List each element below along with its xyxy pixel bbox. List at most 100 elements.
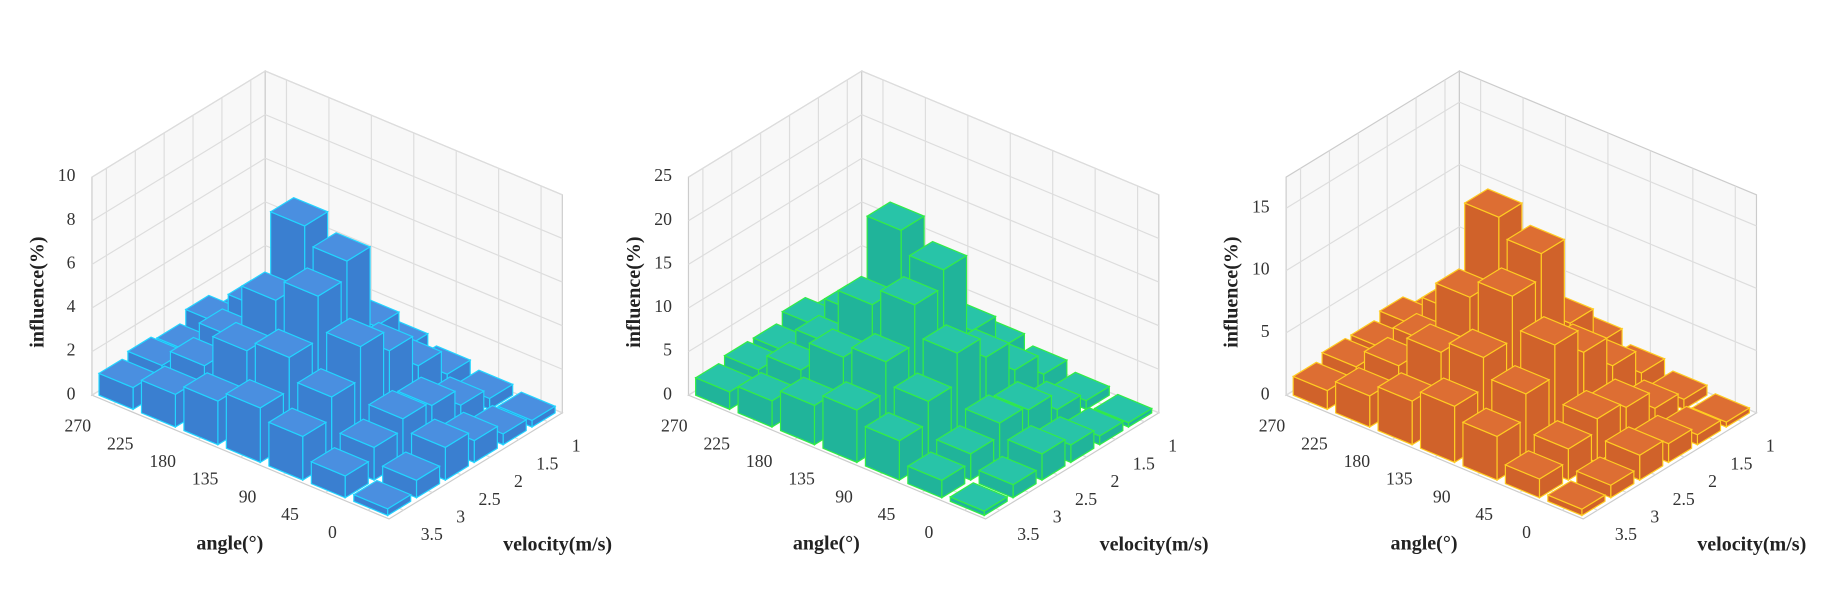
bar: [977, 455, 1038, 499]
grid-line: [1285, 163, 1757, 289]
x-tick-label: 45: [878, 504, 896, 524]
x-axis-title: angle(°): [1391, 533, 1458, 555]
bar-top: [381, 451, 441, 481]
bar-top: [1419, 377, 1479, 407]
bar: [1419, 377, 1479, 464]
y-tick-label: 1: [1168, 436, 1177, 456]
bar-top: [1006, 424, 1067, 455]
y-tick-label: 2.5: [1075, 489, 1097, 509]
bar-top: [1476, 267, 1537, 297]
x-tick-label: 90: [835, 486, 853, 506]
y-axis-title: velocity(m/s): [1100, 534, 1209, 556]
bar-top: [921, 324, 982, 354]
x-tick-label: 135: [192, 469, 219, 489]
x-tick-label: 0: [925, 522, 934, 542]
bar: [906, 451, 967, 499]
bar-top: [1490, 364, 1551, 395]
z-axis-title: influence(%): [26, 236, 48, 347]
bar-top: [864, 411, 924, 442]
bar-top: [1546, 480, 1607, 510]
grid-line: [1285, 101, 1757, 227]
y-tick-label: 1: [1766, 436, 1775, 456]
z-tick-label: 15: [654, 252, 672, 272]
y-tick-label: 1: [572, 436, 581, 456]
bar-top: [311, 232, 372, 262]
z-tick-label: 0: [1261, 383, 1270, 403]
z-tick-label: 10: [654, 296, 672, 316]
x-tick-label: 180: [746, 451, 773, 471]
grid-line: [688, 201, 1160, 327]
bar-top: [850, 332, 911, 363]
bar-top: [1093, 393, 1154, 424]
z-tick-label: 4: [67, 296, 76, 316]
bar-top: [1561, 389, 1622, 420]
bar-top: [410, 418, 470, 449]
bar-top: [993, 380, 1053, 411]
z-tick-label: 15: [1252, 196, 1270, 216]
grid-line: [688, 157, 1160, 283]
x-tick-label: 135: [788, 469, 815, 489]
y-tick-label: 3.5: [1615, 524, 1637, 544]
bar-top: [282, 267, 343, 297]
bar-top: [496, 391, 557, 422]
bar-top: [935, 424, 995, 455]
z-tick-label: 10: [58, 165, 76, 185]
y-tick-label: 1.5: [1133, 453, 1155, 473]
y-tick-label: 2.5: [1673, 489, 1695, 509]
x-tick-label: 90: [239, 486, 257, 506]
bar-top: [977, 455, 1038, 486]
y-tick-label: 3.5: [1017, 524, 1039, 544]
y-tick-label: 3: [1650, 506, 1659, 526]
z-tick-label: 10: [1252, 259, 1270, 279]
bar-top: [367, 389, 428, 420]
panel: 0 5 10 15 20 25 influence(%) 0 45 90 135 180 225 270 3…: [623, 69, 1209, 556]
y-tick-label: 2: [514, 471, 523, 491]
z-tick-label: 5: [1261, 321, 1270, 341]
bar-top: [1504, 450, 1564, 480]
z-tick-label: 0: [67, 383, 76, 403]
x-tick-label: 0: [1522, 522, 1531, 542]
bar-top: [352, 479, 413, 510]
x-tick-label: 225: [107, 433, 134, 453]
bar-top: [310, 447, 370, 477]
panel: 051015influence(%)045901351802252703.532…: [1221, 69, 1806, 556]
z-tick-label: 0: [663, 383, 672, 403]
x-tick-label: 270: [661, 416, 688, 436]
bar-top: [908, 240, 968, 271]
y-tick-label: 3: [1053, 506, 1062, 526]
bar-top: [338, 418, 399, 449]
bar-top: [1690, 393, 1751, 423]
bar-top: [1505, 224, 1566, 255]
grid-line: [91, 201, 563, 327]
z-tick-label: 5: [663, 340, 672, 360]
bar-top: [267, 407, 328, 438]
bar: [310, 447, 370, 499]
bar: [1546, 480, 1607, 517]
bar-top: [1604, 426, 1665, 456]
y-tick-label: 2.5: [478, 489, 500, 509]
z-tick-label: 6: [67, 252, 76, 272]
y-axis-title: velocity(m/s): [503, 534, 612, 556]
bar-top: [1448, 328, 1508, 359]
grid-line: [91, 113, 563, 239]
y-tick-label: 2: [1708, 471, 1717, 491]
bar: [267, 407, 328, 482]
y-tick-label: 3.5: [421, 524, 443, 544]
z-axis-title: influence(%): [623, 236, 645, 347]
x-tick-label: 90: [1433, 486, 1451, 506]
bar-top: [1532, 420, 1593, 450]
y-tick-label: 2: [1110, 471, 1119, 491]
bar-top: [821, 381, 882, 411]
bar-top: [396, 376, 457, 407]
bar: [1504, 450, 1564, 499]
x-tick-label: 180: [1344, 451, 1371, 471]
y-tick-label: 3: [456, 506, 465, 526]
x-tick-label: 45: [1475, 504, 1493, 524]
x-tick-label: 270: [1259, 416, 1286, 436]
x-tick-label: 45: [281, 504, 299, 524]
bar-top: [865, 201, 926, 231]
bar-top: [1461, 407, 1522, 438]
bar: [381, 451, 441, 499]
grid-line: [688, 70, 1160, 196]
z-tick-label: 25: [654, 165, 672, 185]
